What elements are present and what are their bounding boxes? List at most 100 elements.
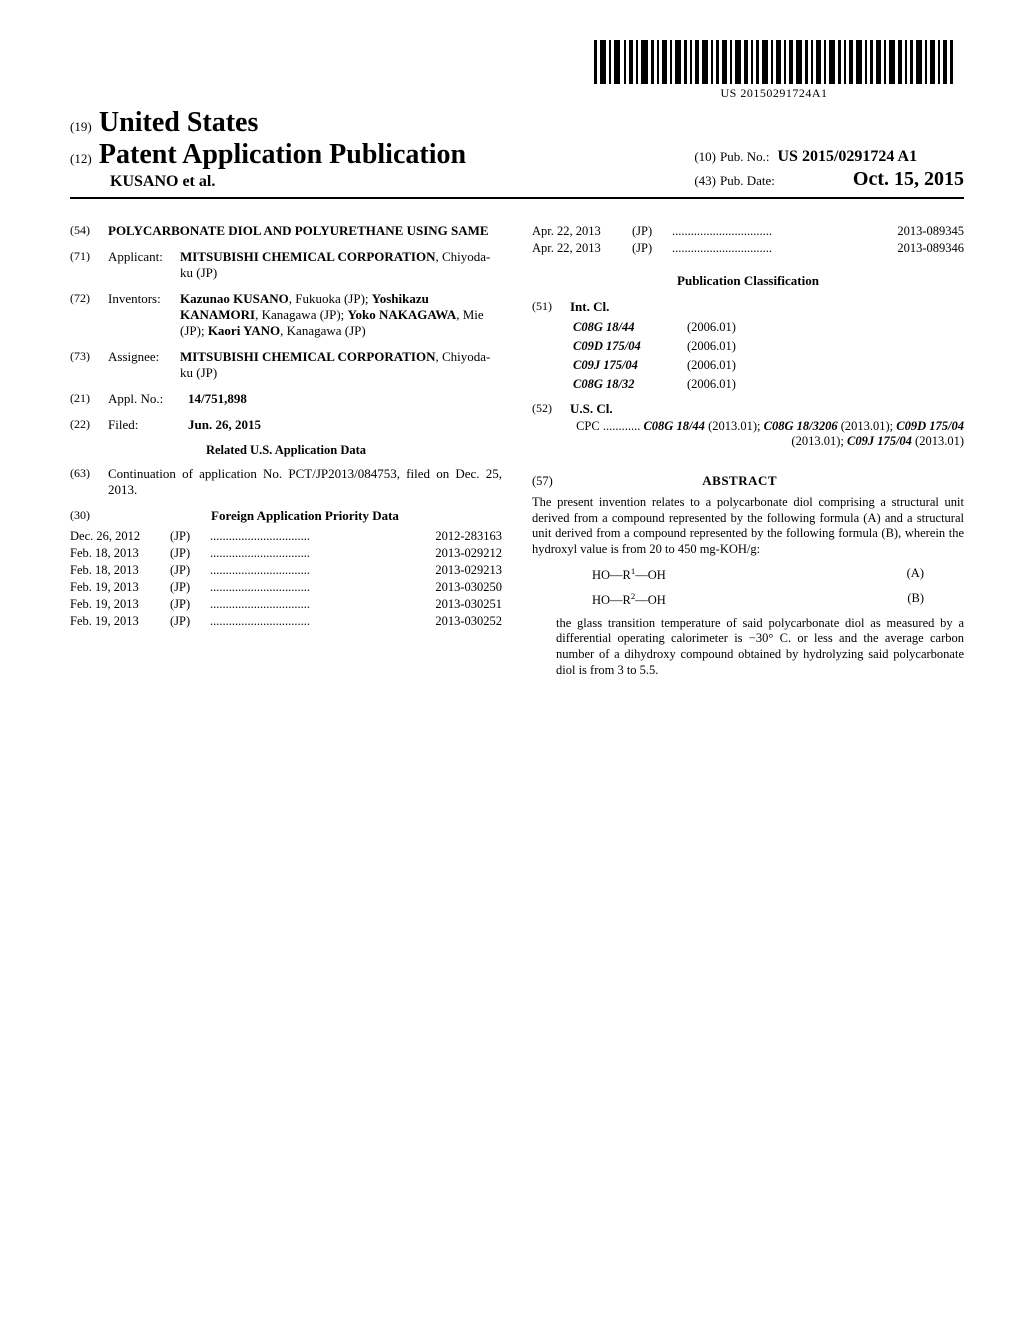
priority-appno: 2012-283163 (385, 528, 502, 545)
inventors-field: (72) Inventors: Kazunao KUSANO, Fukuoka … (70, 291, 502, 339)
priority-appno: 2013-089345 (847, 223, 964, 240)
priority-country: (JP) (632, 240, 672, 257)
priority-appno: 2013-030252 (385, 613, 502, 630)
intcl-row: C09J 175/04(2006.01) (572, 357, 737, 374)
title-text: POLYCARBONATE DIOL AND POLYURETHANE USIN… (108, 223, 502, 239)
priority-row: Dec. 26, 2012(JP) ......................… (70, 528, 502, 545)
priority-row: Feb. 18, 2013(JP) ......................… (70, 545, 502, 562)
applicant-name: MITSUBISHI CHEMICAL CORPORATION (180, 249, 435, 264)
cpc-entry: C08G 18/3206 (2013.01); (764, 419, 897, 433)
title-field: (54) POLYCARBONATE DIOL AND POLYURETHANE… (70, 223, 502, 239)
publication-type: Patent Application Publication (99, 139, 466, 170)
intcl-version: (2006.01) (686, 376, 737, 393)
left-column: (54) POLYCARBONATE DIOL AND POLYURETHANE… (70, 223, 502, 678)
field-num-52: (52) (532, 401, 570, 417)
priority-date: Feb. 19, 2013 (70, 613, 170, 630)
filed-value: Jun. 26, 2015 (188, 417, 502, 433)
formula-a: HO—R1—OH (A) (592, 566, 924, 583)
intcl-code: C08G 18/44 (572, 319, 684, 336)
right-column: Apr. 22, 2013(JP) ......................… (532, 223, 964, 678)
priority-country: (JP) (170, 596, 210, 613)
formula-b-lhs: HO—R (592, 593, 631, 607)
field-num-51: (51) (532, 299, 570, 315)
priority-country: (JP) (170, 528, 210, 545)
pubno-value: US 2015/0291724 A1 (778, 148, 918, 165)
intcl-code: C09J 175/04 (572, 357, 684, 374)
barcode-text: US 20150291724A1 (594, 86, 954, 101)
assignee-field: (73) Assignee: MITSUBISHI CHEMICAL CORPO… (70, 349, 502, 381)
priority-date: Apr. 22, 2013 (532, 223, 632, 240)
intcl-code: C09D 175/04 (572, 338, 684, 355)
formula-a-tag: (A) (907, 566, 924, 583)
priority-dots: ................................ (210, 528, 385, 545)
inventors-body: Kazunao KUSANO, Fukuoka (JP); Yoshikazu … (180, 291, 502, 339)
foreign-priority-table: Dec. 26, 2012(JP) ......................… (70, 528, 502, 630)
pubno-label: Pub. No.: (720, 149, 769, 164)
filed-label: Filed: (108, 417, 188, 433)
field-num-30: (30) (70, 508, 108, 524)
field-num-54: (54) (70, 223, 108, 239)
priority-row: Feb. 19, 2013(JP) ......................… (70, 596, 502, 613)
related-text: Continuation of application No. PCT/JP20… (108, 466, 502, 498)
priority-date: Dec. 26, 2012 (70, 528, 170, 545)
priority-row: Feb. 19, 2013(JP) ......................… (70, 613, 502, 630)
cpc-entry: C08G 18/44 (2013.01); (643, 419, 763, 433)
intcl-version: (2006.01) (686, 357, 737, 374)
formula-a-rhs: —OH (635, 568, 666, 582)
applno-value: 14/751,898 (188, 391, 502, 407)
prefix-12: (12) (70, 151, 92, 166)
assignee-label: Assignee: (108, 349, 180, 381)
inventor-loc: , Kanagawa (JP); (255, 307, 347, 322)
field-num-72: (72) (70, 291, 108, 339)
pubdate-value: Oct. 15, 2015 (853, 168, 964, 190)
abstract-para1: The present invention relates to a polyc… (532, 495, 964, 558)
priority-dots: ................................ (210, 613, 385, 630)
applicant-field: (71) Applicant: MITSUBISHI CHEMICAL CORP… (70, 249, 502, 281)
prefix-19: (19) (70, 119, 92, 134)
applno-field: (21) Appl. No.: 14/751,898 (70, 391, 502, 407)
barcode-graphic: US 20150291724A1 (594, 40, 954, 101)
priority-appno: 2013-029213 (385, 562, 502, 579)
assignee-name: MITSUBISHI CHEMICAL CORPORATION (180, 349, 435, 364)
intcl-version: (2006.01) (686, 338, 737, 355)
pubdate-label: Pub. Date: (720, 173, 775, 188)
related-field: (63) Continuation of application No. PCT… (70, 466, 502, 498)
prefix-10: (10) (694, 149, 716, 164)
field-num-22: (22) (70, 417, 108, 433)
priority-dots: ................................ (210, 579, 385, 596)
priority-country: (JP) (632, 223, 672, 240)
pub-classification-head: Publication Classification (532, 273, 964, 289)
intcl-row: C09D 175/04(2006.01) (572, 338, 737, 355)
priority-appno: 2013-089346 (847, 240, 964, 257)
field-num-21: (21) (70, 391, 108, 407)
abstract-para2: the glass transition temperature of said… (556, 616, 964, 679)
authors-line: KUSANO et al. (110, 173, 466, 191)
cpc-block: CPC ............ C08G 18/44 (2013.01); C… (570, 419, 964, 449)
inventor-loc: , Kanagawa (JP) (280, 323, 366, 338)
priority-country: (JP) (170, 579, 210, 596)
priority-dots: ................................ (210, 545, 385, 562)
cpc-label: CPC (576, 419, 600, 433)
intcl-table: C08G 18/44(2006.01)C09D 175/04(2006.01)C… (570, 317, 739, 395)
cpc-dots: ............ (603, 419, 644, 433)
filed-field: (22) Filed: Jun. 26, 2015 (70, 417, 502, 433)
related-head: Related U.S. Application Data (70, 443, 502, 458)
priority-date: Feb. 18, 2013 (70, 545, 170, 562)
priority-appno: 2013-030250 (385, 579, 502, 596)
intcl-field: (51) Int. Cl. (532, 299, 964, 315)
priority-dots: ................................ (672, 240, 847, 257)
inventor-name: Kaori YANO (208, 323, 280, 338)
priority-dots: ................................ (210, 562, 385, 579)
formula-b-tag: (B) (907, 591, 924, 608)
formula-a-lhs: HO—R (592, 568, 631, 582)
priority-country: (JP) (170, 562, 210, 579)
intcl-label: Int. Cl. (570, 299, 964, 315)
prefix-43: (43) (694, 173, 716, 188)
applno-label: Appl. No.: (108, 391, 188, 407)
inventor-name: Kazunao KUSANO (180, 291, 289, 306)
header-row: (19) United States (12) Patent Applicati… (70, 107, 964, 199)
inventor-name: Yoko NAKAGAWA (348, 307, 457, 322)
foreign-priority-head: Foreign Application Priority Data (108, 508, 502, 524)
intcl-code: C08G 18/32 (572, 376, 684, 393)
foreign-priority-head-row: (30) Foreign Application Priority Data (70, 508, 502, 524)
